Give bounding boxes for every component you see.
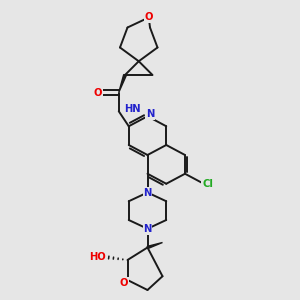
Polygon shape (147, 242, 163, 249)
Text: O: O (119, 278, 128, 287)
Text: HO: HO (89, 253, 106, 262)
Polygon shape (119, 74, 126, 92)
Text: HN: HN (124, 104, 140, 114)
Text: Cl: Cl (202, 179, 213, 189)
Text: N: N (143, 224, 152, 234)
Text: N: N (146, 109, 154, 119)
Text: O: O (94, 88, 103, 98)
Text: N: N (143, 188, 152, 197)
Text: O: O (145, 13, 153, 22)
